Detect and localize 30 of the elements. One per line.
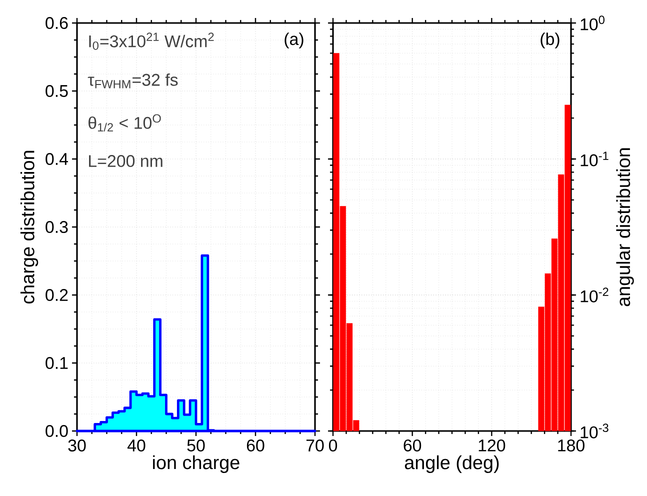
y-tick-label: 0.2	[46, 289, 68, 301]
y2-tick-label: 10$^{0}$	[580, 16, 604, 30]
y-tick-label: 0.5	[46, 85, 68, 97]
x-tick-label: 120	[478, 439, 506, 452]
y-tick-label: 0.4	[46, 153, 68, 165]
y-axis-title: charge distribution	[20, 150, 38, 304]
annotation: τ$_{FWHM}$=32 fs	[88, 73, 178, 88]
annotation: I$_{0}$=3x10$^{21}$ W/cm$^{2}$	[89, 32, 214, 50]
x-tick-label: 0	[328, 439, 338, 452]
text: (a)	[284, 32, 304, 48]
y2-axis-title: angular distribution	[616, 148, 634, 306]
x-tick-label: 70	[306, 440, 324, 452]
x-tick-label: 60	[246, 440, 264, 452]
annotation: θ$_{1/2}$ < 10$^{O}$	[88, 114, 161, 132]
x-tick-label: 60	[404, 439, 422, 452]
y-tick-label: 0.0	[46, 425, 68, 437]
y2-tick-label: 10$^{-1}$	[580, 152, 608, 166]
x-tick-label: 30	[68, 440, 86, 452]
annotation: L=200 nm	[89, 155, 162, 168]
x-axis-title: ion charge	[153, 455, 240, 473]
y2-tick-label: 10$^{-2}$	[580, 288, 608, 302]
y2-tick-label: 10$^{-3}$	[580, 424, 608, 438]
x-tick-label: 180	[558, 439, 584, 452]
y-tick-label: 0.6	[46, 17, 68, 29]
x-tick-label: 50	[187, 440, 205, 452]
text: (b)	[540, 32, 560, 48]
x-axis-title: angle (deg)	[404, 455, 499, 473]
y-tick-label: 0.3	[46, 221, 68, 233]
x-tick-label: 40	[127, 440, 146, 452]
y-tick-label: 0.1	[46, 357, 68, 369]
